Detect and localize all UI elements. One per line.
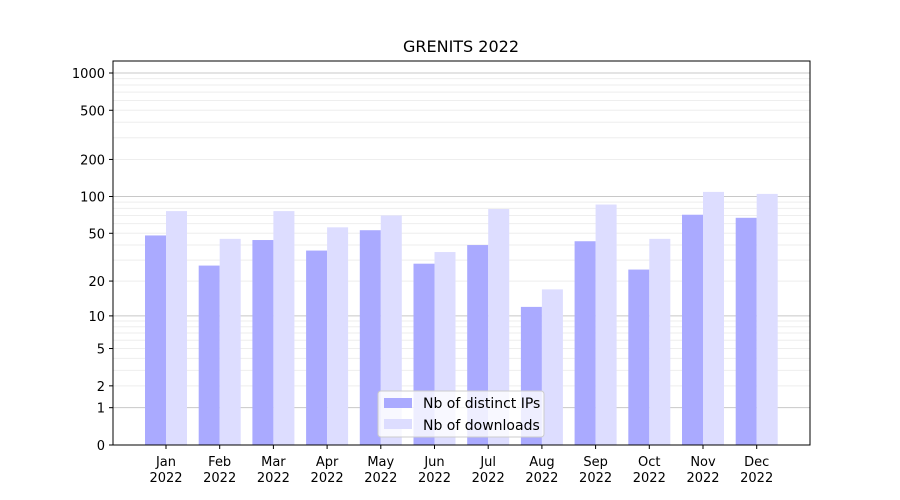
y-tick-label: 1 bbox=[97, 402, 105, 417]
legend-label-ips: Nb of distinct IPs bbox=[423, 396, 540, 412]
y-tick-label: 500 bbox=[80, 104, 105, 119]
bar-downloads bbox=[219, 238, 241, 445]
bar-distinct-ips bbox=[198, 265, 220, 445]
x-tick-label-year: 2022 bbox=[472, 471, 505, 486]
bar-distinct-ips bbox=[145, 235, 166, 445]
bar-downloads bbox=[595, 204, 617, 445]
x-tick-label-month: Jul bbox=[479, 455, 496, 470]
x-tick-label-month: Aug bbox=[529, 455, 554, 470]
x-tick-label-month: Oct bbox=[638, 455, 660, 470]
bar-downloads bbox=[756, 193, 778, 445]
x-tick-label-month: Mar bbox=[261, 455, 286, 470]
legend: Nb of distinct IPs Nb of downloads bbox=[377, 390, 545, 438]
y-tick-label: 50 bbox=[88, 227, 105, 242]
bar-downloads bbox=[327, 227, 349, 445]
x-tick-label-year: 2022 bbox=[525, 471, 558, 486]
bar-distinct-ips bbox=[735, 217, 757, 445]
legend-swatch-ips bbox=[384, 398, 412, 408]
x-tick-label-year: 2022 bbox=[149, 471, 182, 486]
bar-distinct-ips bbox=[252, 240, 274, 445]
x-tick-label-month: Apr bbox=[316, 455, 339, 470]
bar-distinct-ips bbox=[574, 241, 596, 445]
x-tick-label-month: Feb bbox=[208, 455, 231, 470]
x-tick-label-month: Dec bbox=[744, 455, 769, 470]
y-axis: 0 1 2 5 10 20 50 100 200 500 1000 bbox=[72, 67, 113, 454]
y-tick-label: 1000 bbox=[72, 67, 105, 82]
x-tick-label-year: 2022 bbox=[418, 471, 451, 486]
legend-swatch-downloads bbox=[384, 419, 412, 429]
y-tick-label: 0 bbox=[97, 439, 105, 454]
x-tick-label-month: Nov bbox=[690, 455, 716, 470]
y-tick-label: 2 bbox=[97, 380, 105, 395]
x-tick-label-year: 2022 bbox=[364, 471, 397, 486]
legend-label-downloads: Nb of downloads bbox=[423, 418, 540, 434]
plot-frame bbox=[112, 60, 811, 446]
bar-downloads bbox=[649, 238, 671, 445]
x-tick-label-month: Sep bbox=[583, 455, 608, 470]
bar-downloads bbox=[488, 209, 510, 445]
bar-downloads bbox=[273, 211, 295, 445]
x-tick-label-year: 2022 bbox=[633, 471, 666, 486]
x-tick-label-month: Jan bbox=[155, 455, 176, 470]
x-tick-label-month: May bbox=[367, 455, 394, 470]
bar-downloads bbox=[541, 289, 563, 445]
y-tick-label: 20 bbox=[88, 275, 105, 290]
bar-distinct-ips bbox=[628, 269, 650, 445]
y-tick-label: 100 bbox=[80, 191, 105, 206]
x-tick-label-year: 2022 bbox=[740, 471, 773, 486]
x-tick-label-year: 2022 bbox=[203, 471, 236, 486]
bar-downloads bbox=[380, 215, 402, 445]
x-tick-label-year: 2022 bbox=[686, 471, 719, 486]
chart-title: GRENITS 2022 bbox=[403, 37, 519, 56]
x-tick-label-month: Jun bbox=[423, 455, 444, 470]
x-tick-label-year: 2022 bbox=[579, 471, 612, 486]
bar-downloads bbox=[166, 211, 187, 445]
legend-box bbox=[377, 390, 545, 438]
x-axis: Jan2022Feb2022Mar2022Apr2022May2022Jun20… bbox=[149, 445, 773, 486]
bar-distinct-ips bbox=[359, 230, 381, 445]
y-tick-label: 10 bbox=[88, 310, 105, 325]
bar-distinct-ips bbox=[682, 214, 703, 445]
y-tick-label: 200 bbox=[80, 153, 105, 168]
x-tick-label-year: 2022 bbox=[257, 471, 290, 486]
bars-layer bbox=[145, 191, 778, 445]
bar-distinct-ips bbox=[306, 250, 328, 445]
bar-downloads bbox=[703, 191, 724, 445]
x-tick-label-year: 2022 bbox=[311, 471, 344, 486]
y-tick-label: 5 bbox=[97, 343, 105, 358]
